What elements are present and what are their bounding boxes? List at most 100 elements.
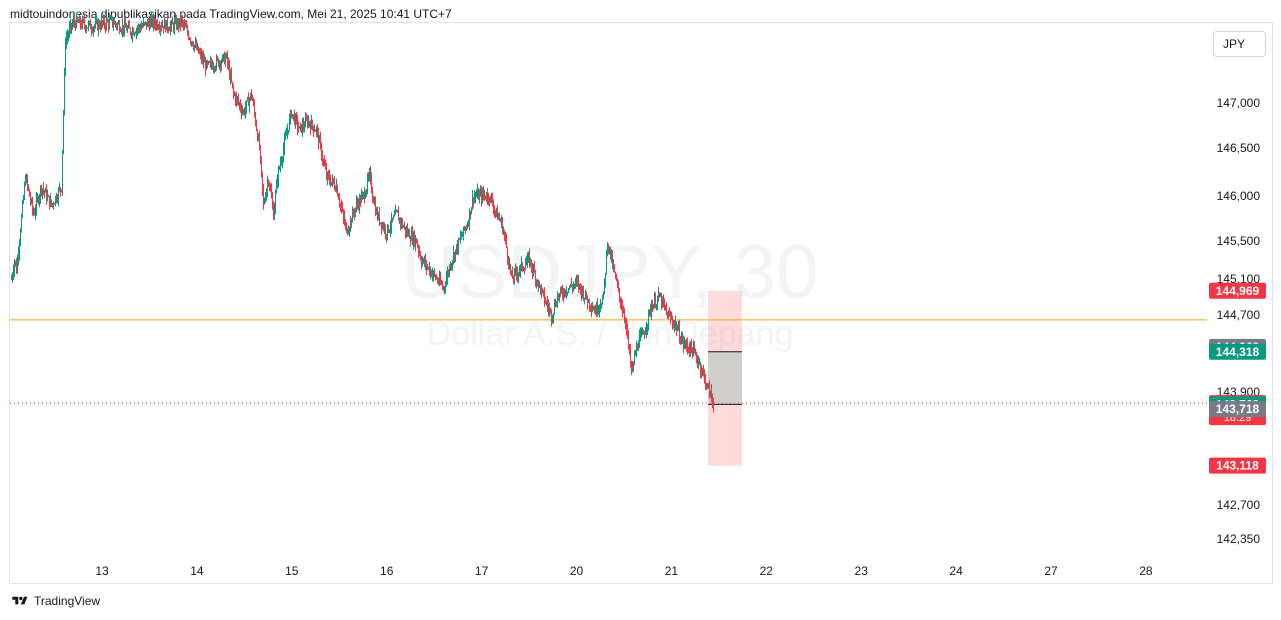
candle-body xyxy=(262,172,263,190)
candle-body xyxy=(190,39,191,42)
price-tick-label: 145,100 xyxy=(1217,272,1261,286)
candle-body xyxy=(81,24,82,27)
candle-body xyxy=(391,217,392,228)
price-tick-label: 142,700 xyxy=(1217,498,1261,512)
candle-body xyxy=(371,177,372,192)
candle-body xyxy=(456,244,457,250)
candle-body xyxy=(408,231,409,235)
candle-body xyxy=(255,113,256,124)
candle-body xyxy=(396,210,397,212)
candle-body xyxy=(656,304,657,307)
candle-body xyxy=(180,18,181,25)
candle-body xyxy=(334,182,335,189)
candle-body xyxy=(426,261,427,268)
candle-body xyxy=(197,46,198,49)
candle-body xyxy=(276,182,277,194)
price-tag-label: 143,118 xyxy=(1216,459,1259,473)
candle-body xyxy=(287,130,288,135)
candle-body xyxy=(439,277,440,283)
candle-body xyxy=(84,20,85,26)
price-axis[interactable]: 147,000 146,500 146,000 145,500 145,100 144,7… xyxy=(1217,96,1261,546)
candle-body xyxy=(484,195,485,197)
candle-body xyxy=(319,138,320,144)
candle-body xyxy=(92,30,93,32)
candle-body xyxy=(182,19,183,22)
candle-body xyxy=(114,22,115,25)
candle-body xyxy=(709,385,710,397)
candle-body xyxy=(642,331,643,334)
candle-body xyxy=(40,187,41,197)
candle-body xyxy=(248,97,249,106)
tradingview-footer[interactable]: TradingView xyxy=(10,594,100,608)
candle-body xyxy=(476,195,477,197)
candle-body xyxy=(168,28,169,30)
candle-body xyxy=(129,24,130,29)
candle-body xyxy=(256,123,257,131)
candle-body xyxy=(431,270,432,277)
short-position-tool[interactable] xyxy=(708,290,742,466)
candle-body xyxy=(442,284,443,288)
candle-body xyxy=(643,331,644,335)
time-tick-label: 21 xyxy=(665,564,679,578)
candle-body xyxy=(42,188,43,193)
candle-body xyxy=(14,261,15,272)
candle-body xyxy=(500,219,501,222)
candle-body xyxy=(336,186,337,191)
loss-zone[interactable] xyxy=(708,404,742,466)
candle-body xyxy=(156,22,157,27)
candle-body xyxy=(509,263,510,266)
candle-body xyxy=(448,272,449,274)
candle-body xyxy=(664,303,665,306)
candle-body xyxy=(174,22,175,30)
candle-body xyxy=(88,23,89,28)
candle-body xyxy=(32,200,33,210)
candle-body xyxy=(422,261,423,265)
candle-body xyxy=(56,196,57,201)
candle-body xyxy=(435,274,436,279)
candle-body xyxy=(120,30,121,32)
candle-body xyxy=(666,309,667,312)
candle-body xyxy=(436,278,437,280)
candle-body xyxy=(222,55,223,62)
candle-body xyxy=(324,160,325,166)
candle-body xyxy=(425,261,426,265)
candle-body xyxy=(693,347,694,356)
profit-zone[interactable] xyxy=(708,351,742,405)
candle-body xyxy=(263,189,264,204)
candle-body xyxy=(80,18,81,25)
candle-body xyxy=(481,191,482,201)
candle-body xyxy=(219,62,220,66)
chart-frame[interactable] xyxy=(9,22,1273,584)
candle-body xyxy=(206,61,207,70)
stop-zone[interactable] xyxy=(708,290,742,405)
candle-body xyxy=(210,61,211,63)
candle-body xyxy=(359,197,360,208)
candle-body xyxy=(254,104,255,114)
candle-body xyxy=(227,53,228,64)
candle-body xyxy=(128,24,129,28)
price-tag xyxy=(1209,401,1266,418)
candle-body xyxy=(411,232,412,241)
candle-body xyxy=(591,307,592,311)
candle-body xyxy=(342,208,343,211)
time-axis[interactable]: 13 14 15 16 17 20 21 22 23 24 27 28 xyxy=(95,564,1153,578)
candle-body xyxy=(364,193,365,199)
candle-body xyxy=(520,265,521,271)
price-tick-label: 144,700 xyxy=(1217,308,1261,322)
candle-body xyxy=(561,289,562,292)
candle-body xyxy=(673,322,674,327)
candle-body xyxy=(315,130,316,132)
currency-button[interactable]: JPY xyxy=(1213,31,1266,57)
candle-body xyxy=(603,291,604,298)
candle-body xyxy=(632,364,633,371)
candle-body xyxy=(367,177,368,190)
time-tick-label: 13 xyxy=(95,564,109,578)
candle-body xyxy=(463,226,464,235)
candle-body xyxy=(72,23,73,28)
candle-body xyxy=(214,67,215,69)
candle-body xyxy=(400,218,401,224)
time-tick-label: 15 xyxy=(285,564,299,578)
candle-body xyxy=(498,217,499,220)
candle-body xyxy=(621,304,622,307)
